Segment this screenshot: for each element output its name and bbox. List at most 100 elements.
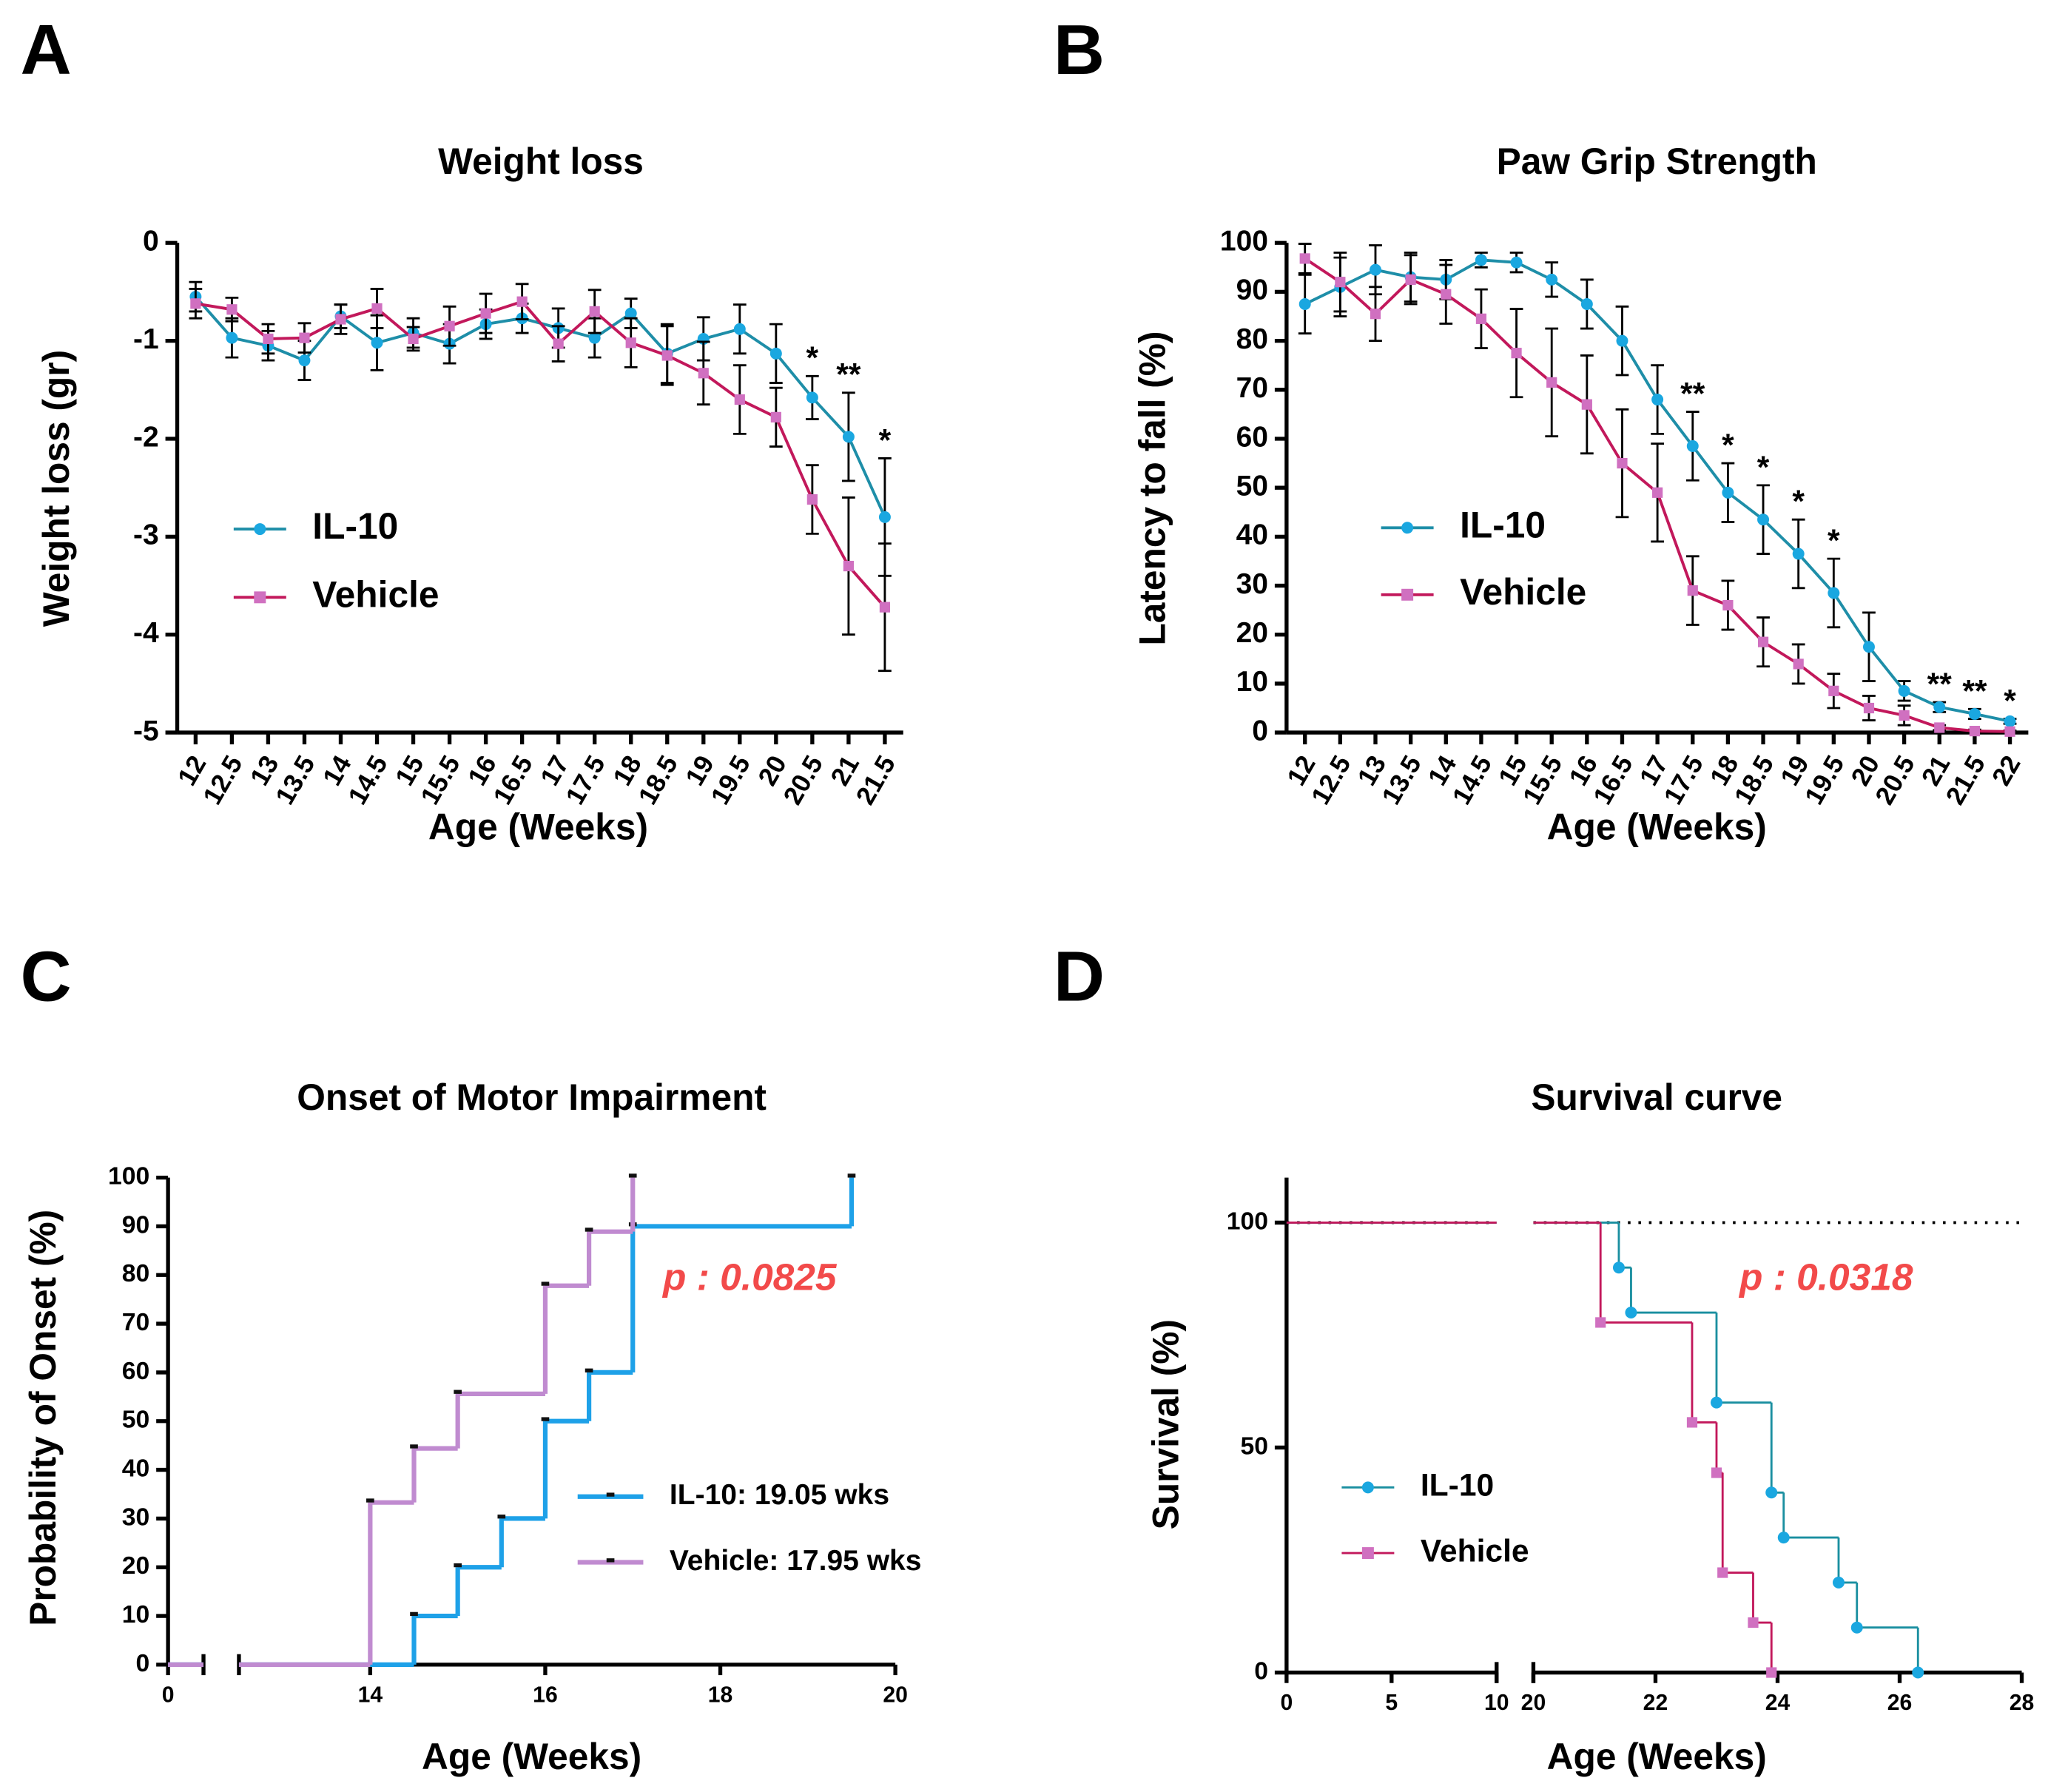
marker	[335, 314, 346, 325]
legend-label: Vehicle: 17.95 wks	[670, 1545, 922, 1577]
y-tick-label: 70	[1236, 372, 1268, 404]
marker	[1898, 684, 1910, 697]
x-tick-label: 13.5	[269, 750, 320, 809]
marker	[1510, 256, 1523, 269]
marker	[1687, 585, 1698, 596]
marker	[1595, 1317, 1606, 1328]
marker	[1625, 1307, 1637, 1319]
x-tick-label: 0	[162, 1682, 175, 1707]
series-line	[194, 295, 886, 518]
marker	[1475, 313, 1487, 324]
y-tick-label: 0	[143, 226, 159, 257]
y-tick-label: 40	[1236, 519, 1268, 551]
marker	[769, 347, 782, 360]
marker	[1580, 298, 1593, 310]
y-tick-label: 100	[108, 1162, 149, 1190]
marker	[588, 331, 601, 344]
significance-mark: **	[1927, 667, 1953, 702]
marker	[1912, 1666, 1924, 1679]
marker	[1546, 377, 1557, 388]
legend-marker	[606, 1558, 615, 1563]
marker	[878, 511, 891, 523]
x-tick-label: 18.5	[633, 750, 684, 809]
marker	[1748, 1617, 1759, 1628]
marker	[625, 337, 636, 348]
marker	[1793, 658, 1804, 670]
marker	[1546, 273, 1558, 286]
censor-mark	[541, 1281, 550, 1286]
marker	[1766, 1667, 1777, 1678]
marker	[879, 602, 891, 613]
x-tick-label: 28	[2010, 1691, 2035, 1715]
marker	[1710, 1396, 1722, 1409]
p-value: p : 0.0318	[1738, 1256, 1913, 1298]
y-tick-label: 10	[1236, 666, 1268, 698]
chart-title: Survival curve	[1531, 1077, 1782, 1118]
marker	[661, 350, 673, 361]
marker	[1401, 588, 1414, 601]
marker	[1862, 641, 1875, 653]
marker	[1361, 1481, 1374, 1494]
marker	[589, 306, 600, 317]
panel-letter: A	[21, 10, 72, 90]
marker	[1757, 513, 1770, 526]
marker	[299, 332, 310, 343]
x-tick-label: 18	[708, 1682, 733, 1707]
x-tick-label: 20.5	[778, 750, 829, 809]
y-tick-label: 90	[1236, 274, 1268, 306]
marker	[1335, 277, 1346, 288]
y-tick-label: 90	[122, 1210, 149, 1239]
chart-title: Weight loss	[438, 141, 644, 182]
y-tick-label: 0	[1254, 1657, 1268, 1685]
significance-mark: *	[879, 422, 892, 458]
marker	[1828, 587, 1840, 599]
x-axis-label: Age (Weeks)	[1547, 806, 1767, 848]
x-tick-label: 17.5	[1658, 750, 1709, 809]
marker	[1405, 274, 1416, 285]
marker	[770, 411, 781, 422]
series-line	[195, 300, 886, 608]
censor-mark	[366, 1498, 374, 1503]
censor-mark	[541, 1417, 550, 1421]
y-tick-label: 60	[122, 1357, 149, 1385]
marker	[371, 337, 383, 349]
y-tick-label: 50	[122, 1406, 149, 1434]
marker	[1581, 399, 1592, 410]
y-tick-label: 80	[122, 1259, 149, 1287]
marker	[1792, 548, 1805, 560]
x-tick-label: 10	[1484, 1691, 1509, 1715]
x-tick-label: 14.5	[343, 750, 394, 809]
marker	[1933, 701, 1946, 713]
x-tick-label: 21.5	[850, 750, 901, 809]
marker	[1686, 1417, 1698, 1428]
y-tick-label: 0	[136, 1649, 150, 1677]
y-axis-label: Survival (%)	[1145, 1319, 1186, 1529]
marker	[1361, 1547, 1374, 1560]
marker	[254, 523, 266, 536]
marker	[1652, 487, 1663, 498]
marker	[1899, 710, 1910, 721]
x-tick-label: 15.5	[415, 750, 466, 809]
marker	[1651, 394, 1664, 406]
x-tick-label: 14.5	[1446, 750, 1498, 809]
censor-mark	[410, 1611, 418, 1617]
marker	[1777, 1532, 1790, 1544]
y-tick-label: -1	[133, 323, 159, 355]
legend-label: Vehicle	[1421, 1533, 1529, 1569]
y-axis-label: Probability of Onset (%)	[22, 1210, 64, 1626]
legend-label: Vehicle	[312, 573, 439, 615]
x-tick-label: 19.5	[705, 750, 756, 809]
x-tick-label: 14	[358, 1682, 383, 1707]
marker	[1833, 1576, 1845, 1589]
marker	[1370, 263, 1381, 276]
marker	[843, 560, 854, 572]
legend-label: Vehicle	[1460, 571, 1586, 613]
x-axis-label: Age (Weeks)	[1547, 1736, 1767, 1777]
marker	[553, 338, 564, 349]
marker	[1475, 254, 1487, 266]
censor-mark	[847, 1173, 856, 1178]
significance-mark: *	[2004, 684, 2016, 719]
censor-mark	[454, 1563, 462, 1568]
marker	[1968, 707, 1981, 720]
marker	[1616, 334, 1628, 347]
